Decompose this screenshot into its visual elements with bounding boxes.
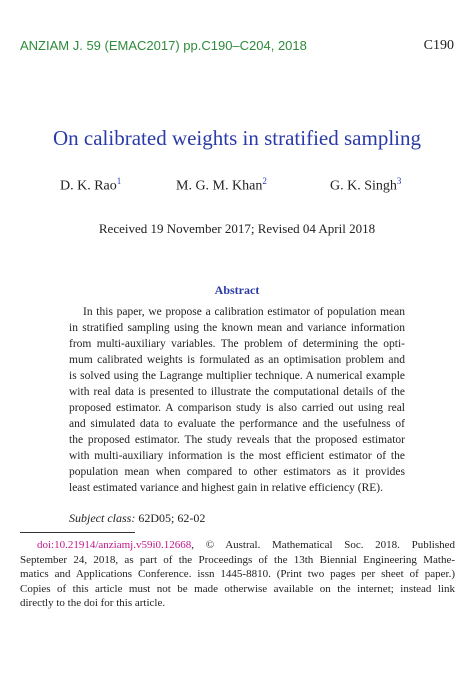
author: D. K. Rao1 bbox=[60, 176, 121, 195]
author-name: D. K. Rao bbox=[60, 178, 117, 194]
page-number: C190 bbox=[423, 38, 454, 53]
abstract-line: and simulated data to evaluate the perfo… bbox=[69, 418, 405, 430]
footnote-line: Copies of this article must not be made … bbox=[20, 582, 455, 597]
footnote-line: September 24, 2018, as part of the Proce… bbox=[20, 553, 455, 568]
author-mark: 3 bbox=[396, 176, 402, 186]
footnote-line: matics and Applications Conference. issn… bbox=[20, 567, 455, 582]
footnote-line: directly to the doi for this article. bbox=[20, 596, 455, 611]
footnote-text: Copies of this article must not be made … bbox=[20, 582, 455, 595]
abstract-line: with multi-auxiliary information is the … bbox=[69, 450, 405, 462]
abstract-line: least estimated variance and highest gai… bbox=[69, 482, 383, 494]
abstract-line: mum calibrated weights is formulated as … bbox=[69, 354, 405, 366]
abstract-line: is solved using the Lagrange multiplier … bbox=[69, 370, 405, 382]
author: M. G. M. Khan2 bbox=[176, 176, 267, 195]
subject-class: Subject class: 62D05; 62-02 bbox=[69, 511, 205, 526]
author-mark: 2 bbox=[262, 176, 267, 186]
abstract-heading: Abstract bbox=[214, 283, 260, 297]
author: G. K. Singh3 bbox=[330, 176, 401, 195]
abstract-line: the proposed estimator. The study reveal… bbox=[69, 434, 405, 446]
abstract-line: from multi-auxiliary variables. The prob… bbox=[69, 338, 405, 350]
footnote-line: doi:10.21914/anziamj.v59i0.12668, © Aust… bbox=[20, 538, 455, 553]
footnote-text: matics and Applications Conference. issn… bbox=[20, 568, 455, 580]
title: On calibrated weights in stratified samp… bbox=[53, 126, 421, 150]
footnote: doi:10.21914/anziamj.v59i0.12668, © Aust… bbox=[20, 538, 455, 611]
abstract-line: In this paper, we propose a calibration … bbox=[83, 306, 405, 318]
subject-value: 62D05; 62-02 bbox=[138, 511, 206, 525]
footnote-text: directly to the doi for this article. bbox=[20, 597, 166, 609]
abstract-line: proposed estimator. A comparison study i… bbox=[69, 402, 405, 414]
author-name: G. K. Singh bbox=[330, 178, 397, 194]
abstract-line: population mean when compared to other e… bbox=[69, 466, 405, 478]
footnote-rule bbox=[20, 532, 135, 533]
subject-label: Subject class: bbox=[69, 511, 136, 525]
author-name: M. G. M. Khan bbox=[176, 178, 263, 194]
received: Received 19 November 2017; Revised 04 Ap… bbox=[98, 221, 376, 236]
abstract: In this paper, we propose a calibration … bbox=[69, 304, 405, 496]
footnote-text: September 24, 2018, as part of the Proce… bbox=[20, 553, 455, 566]
journal-header: ANZIAM J. 59 (EMAC2017) pp.C190–C204, 20… bbox=[20, 38, 307, 53]
abstract-line: in stratified sampling using the known m… bbox=[69, 322, 405, 334]
author-mark: 1 bbox=[116, 176, 122, 186]
abstract-line: with real data is presented to illustrat… bbox=[69, 386, 405, 398]
doi-link: doi:10.21914/anziamj.v59i0.12668 bbox=[37, 539, 192, 551]
footnote-text: , © Austral. Mathematical Soc. 2018. Pub… bbox=[191, 539, 455, 551]
